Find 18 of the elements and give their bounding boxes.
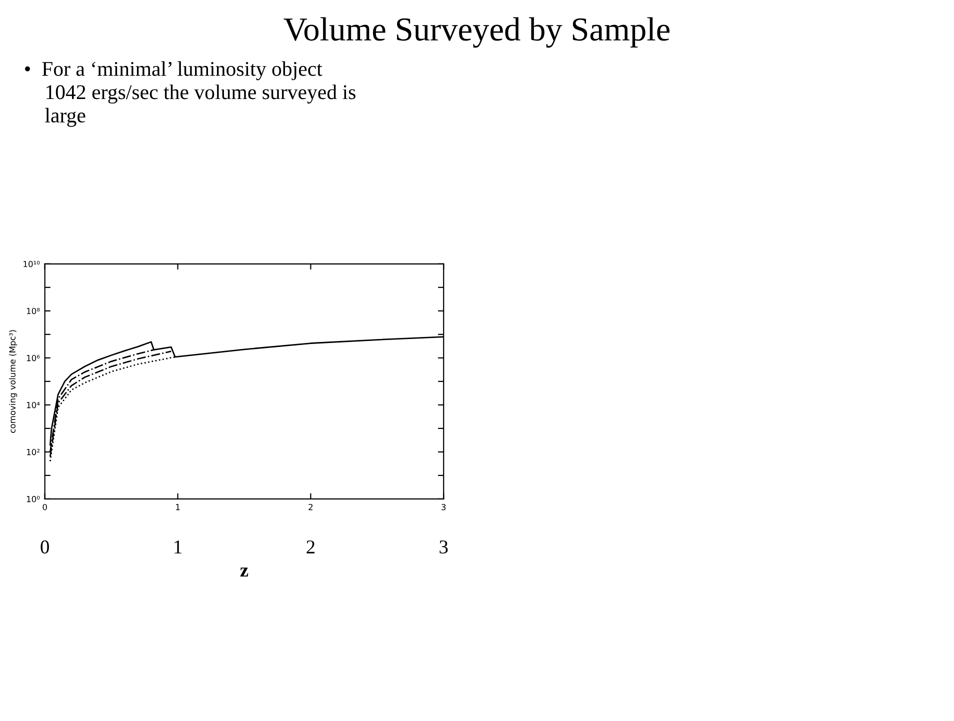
y-tick-label: 10⁴: [26, 402, 40, 408]
y-tick-label: 10⁸: [26, 308, 40, 314]
x-tick-label: 2: [308, 504, 312, 510]
chart-subtitle: • For a ‘minimal’ luminosity object 1042 ergs/sec the volume surveyed is large: [25, 61, 356, 127]
y-tick-label: 10¹⁰: [24, 260, 40, 268]
y-tick-label: 10²: [26, 448, 40, 456]
y-tick-label: 10⁰: [26, 496, 40, 502]
chart-title: Volume Surveyed by Sample: [284, 17, 670, 48]
x2-tick-label: 0: [40, 540, 49, 554]
y-tick-label: 10⁶: [26, 354, 40, 362]
x-tick-label: 0: [42, 504, 47, 510]
x2-tick-label: 3: [440, 540, 448, 554]
x-tick-label: 1: [176, 504, 180, 510]
y-axis-title: comoving volume (Mpc³): [9, 330, 18, 433]
x-axis-title: z: [240, 568, 248, 577]
x2-tick-label: 2: [306, 540, 314, 554]
x-tick-label: 3: [442, 504, 446, 510]
x2-tick-label: 1: [174, 540, 182, 554]
